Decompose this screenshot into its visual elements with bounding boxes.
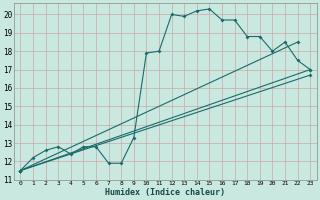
X-axis label: Humidex (Indice chaleur): Humidex (Indice chaleur): [105, 188, 225, 197]
